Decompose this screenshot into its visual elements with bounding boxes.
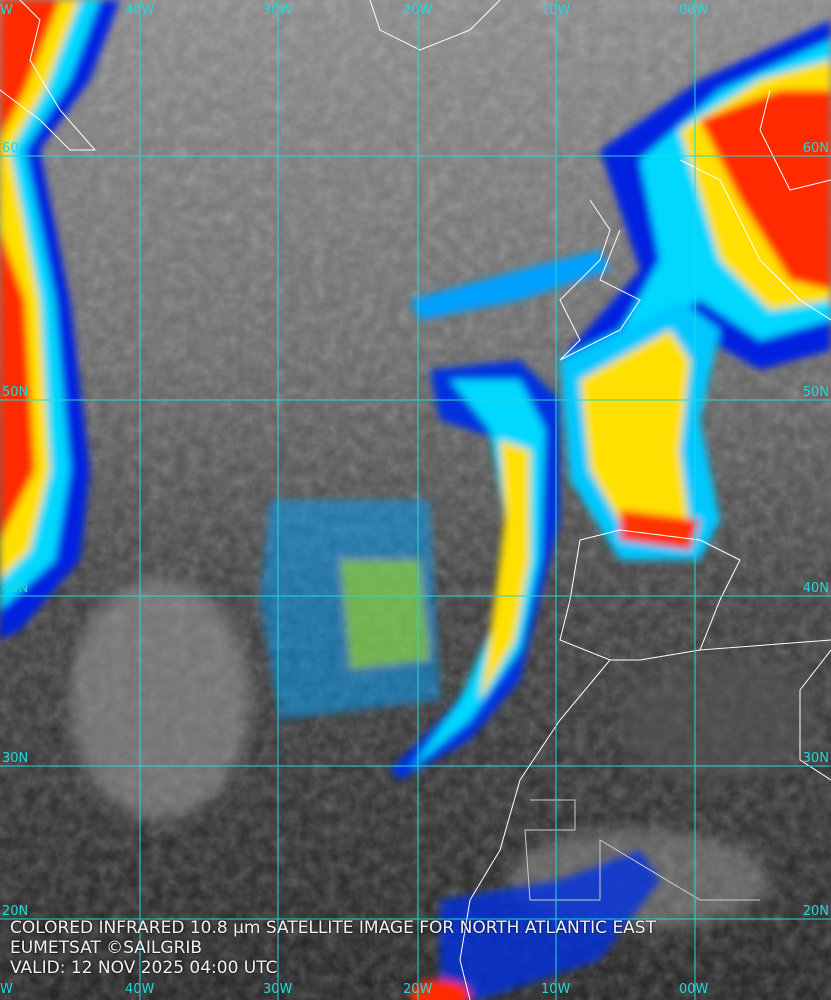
valid-time: VALID: 12 NOV 2025 04:00 UTC bbox=[10, 958, 278, 978]
lat-label-left: 50N bbox=[2, 385, 29, 400]
lat-label-right: 20N bbox=[802, 904, 829, 919]
lat-label-left: 40N bbox=[2, 581, 29, 596]
lon-label-top: W bbox=[0, 3, 13, 18]
lon-label-bottom: 10W bbox=[541, 982, 571, 997]
image-credit: EUMETSAT ©SAILGRIB bbox=[10, 938, 203, 958]
lat-label-left: 60 bbox=[2, 141, 19, 156]
lat-label-left: 30N bbox=[2, 751, 29, 766]
lon-label-bottom: 20W bbox=[403, 982, 433, 997]
lon-label-top: 20W bbox=[403, 3, 433, 18]
lon-label-top: 10W bbox=[541, 3, 571, 18]
lon-label-bottom: 00W bbox=[679, 982, 709, 997]
lat-label-right: 30N bbox=[802, 751, 829, 766]
lon-label-bottom: 30W bbox=[263, 982, 293, 997]
lon-label-bottom: W bbox=[0, 982, 13, 997]
lat-label-right: 40N bbox=[802, 581, 829, 596]
lat-label-right: 50N bbox=[802, 385, 829, 400]
lon-label-bottom: 40W bbox=[125, 982, 155, 997]
lat-label-right: 60N bbox=[802, 141, 829, 156]
lon-label-top: 40W bbox=[125, 3, 155, 18]
image-title: COLORED INFRARED 10.8 µm SATELLITE IMAGE… bbox=[10, 918, 656, 938]
lon-label-top: 00W bbox=[679, 3, 709, 18]
lon-label-top: 30W bbox=[263, 3, 293, 18]
lat-label-left: 20N bbox=[2, 904, 29, 919]
